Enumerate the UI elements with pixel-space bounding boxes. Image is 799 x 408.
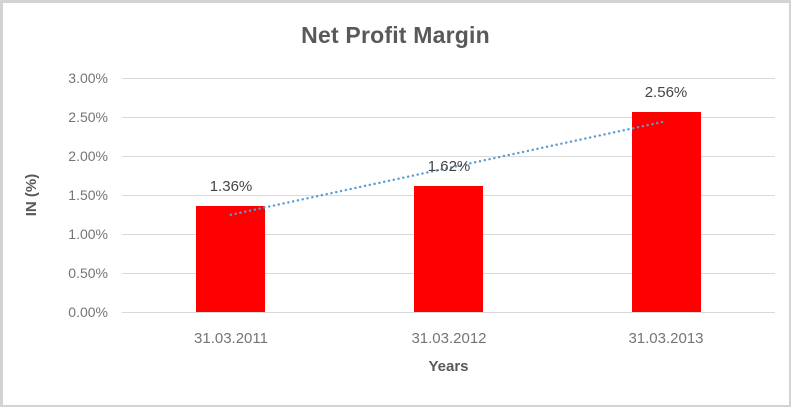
y-tick-label: 1.00% [68,226,108,242]
x-category-label: 31.03.2012 [411,330,487,347]
gridline [122,78,775,79]
bar-31.03.2012 [414,186,483,312]
gridline [122,312,775,313]
y-tick-label: 0.50% [68,265,108,281]
y-tick-label: 0.00% [68,304,108,320]
y-tick-label: 1.50% [68,187,108,203]
bar-data-label: 1.62% [427,158,471,175]
bar-31.03.2013 [632,112,701,312]
bar-data-label: 1.36% [209,178,253,195]
trendline-dotted-segment [229,119,668,216]
y-tick-label: 3.00% [68,70,108,86]
x-category-label: 31.03.2011 [194,330,268,347]
plot-area: 1.36% 1.62% 2.56% [122,78,775,313]
x-category-label: 31.03.2013 [628,330,704,347]
y-tick-label: 2.00% [68,148,108,164]
chart-title: Net Profit Margin [301,22,490,48]
x-axis-title: Years [428,358,469,375]
gridline [122,156,775,157]
trendline [229,119,668,216]
y-axis-title: IN (%) [23,173,40,217]
bar-data-label: 2.56% [644,84,688,101]
bar-31.03.2011 [196,206,265,312]
y-tick-label: 2.50% [68,109,108,125]
gridline [122,117,775,118]
